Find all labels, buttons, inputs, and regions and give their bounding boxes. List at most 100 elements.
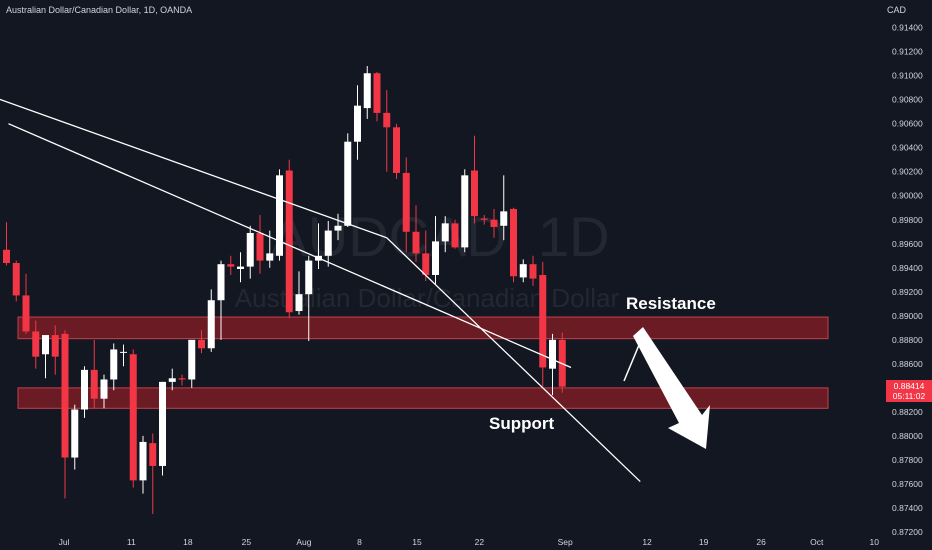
time-tick-label: Jul — [59, 537, 70, 547]
candle-body — [3, 249, 10, 263]
candle-body — [422, 253, 430, 276]
arrow-icon — [633, 327, 710, 449]
candle-body — [51, 335, 59, 357]
candle — [32, 320, 40, 369]
candle — [354, 85, 361, 160]
candle — [110, 343, 118, 391]
candle-body — [373, 73, 381, 113]
candle-body — [266, 253, 274, 261]
price-tick-label: 0.87400 — [892, 503, 923, 513]
candle-body — [90, 369, 98, 399]
candle — [461, 169, 469, 253]
candle — [519, 259, 527, 283]
candle — [422, 230, 430, 282]
price-tick-label: 0.88800 — [892, 335, 923, 345]
candle-body — [227, 264, 235, 267]
time-tick-label: 19 — [699, 537, 709, 547]
candle-body — [237, 266, 244, 269]
time-tick-label: 15 — [412, 537, 422, 547]
candle — [12, 260, 20, 302]
candle — [363, 66, 371, 119]
time-tick-label: 18 — [183, 537, 193, 547]
candle-body — [71, 409, 79, 458]
candle-body — [198, 339, 205, 349]
price-tick-label: 0.88600 — [892, 359, 923, 369]
candle — [159, 381, 166, 476]
candle — [412, 205, 420, 262]
time-tick-label: 22 — [475, 537, 485, 547]
upper-channel-line[interactable] — [8, 123, 572, 369]
candle — [383, 90, 391, 172]
candle — [529, 255, 537, 286]
candle — [324, 220, 332, 267]
candle-body — [412, 231, 420, 254]
time-tick-label: 11 — [127, 537, 136, 547]
price-tick-label: 0.87600 — [892, 479, 923, 489]
candle-body — [305, 260, 313, 295]
candle-body — [256, 232, 264, 261]
candle-body — [276, 175, 283, 256]
candle-body — [441, 223, 449, 242]
candle — [51, 325, 59, 375]
candle-body — [471, 170, 478, 217]
price-tick-label: 0.90600 — [892, 119, 923, 129]
candle-body — [344, 141, 352, 226]
price-tick-label: 0.89600 — [892, 239, 923, 249]
candle-body — [363, 73, 371, 109]
candle — [237, 252, 244, 283]
price-tick-label: 0.91200 — [892, 47, 923, 57]
candle-body — [149, 443, 157, 466]
candle — [432, 216, 439, 285]
support-zone — [17, 387, 829, 409]
candle-body — [549, 339, 556, 369]
candle — [256, 214, 264, 274]
resistance-label: Resistance — [626, 294, 716, 313]
candle — [295, 271, 303, 315]
candle-body — [402, 172, 410, 232]
candle-body — [129, 354, 137, 481]
candle-body — [461, 175, 469, 248]
candle-body — [246, 232, 254, 267]
candle — [120, 344, 127, 367]
price-axis[interactable]: 0.91400 0.91200 0.91000 0.90800 0.90600 0.904… — [892, 23, 923, 537]
candle-body — [139, 441, 147, 481]
candle — [129, 349, 137, 488]
candle-body — [110, 349, 118, 380]
candle-body — [539, 275, 547, 368]
time-tick-label: 25 — [242, 537, 252, 547]
candle — [510, 207, 517, 283]
candle-body — [120, 351, 127, 353]
candle — [246, 225, 254, 279]
candle — [344, 133, 352, 227]
price-tick-label: 0.91400 — [892, 23, 923, 33]
candle-body — [490, 219, 498, 227]
candle — [334, 213, 342, 241]
candle — [22, 273, 30, 334]
price-tick-label: 0.91000 — [892, 71, 923, 81]
candle — [549, 333, 556, 396]
time-axis[interactable]: Jul 11 18 25 Aug 8 15 22 Sep 12 19 26 Oct 10 — [59, 537, 880, 547]
last-price-value: 0.88414 — [894, 381, 925, 391]
candles — [3, 66, 566, 514]
candle-body — [510, 208, 517, 277]
candle-body — [480, 218, 488, 220]
candle-body — [61, 333, 69, 458]
price-tick-label: 0.87200 — [892, 527, 923, 537]
candle — [402, 157, 410, 253]
candle-body — [529, 264, 537, 279]
candle — [71, 404, 79, 470]
candle-body — [334, 225, 342, 231]
candle-body — [168, 378, 176, 382]
lower-channel-line[interactable] — [0, 91, 641, 483]
candle — [393, 123, 400, 179]
candle-body — [217, 264, 225, 301]
candle — [139, 435, 147, 494]
candle-body — [500, 211, 508, 226]
candle-body — [32, 331, 40, 357]
currency-label: CAD — [886, 5, 906, 15]
candle-body — [451, 223, 459, 248]
price-tick-label: 0.89800 — [892, 215, 923, 225]
candle-body — [188, 339, 196, 380]
candle — [3, 222, 10, 266]
